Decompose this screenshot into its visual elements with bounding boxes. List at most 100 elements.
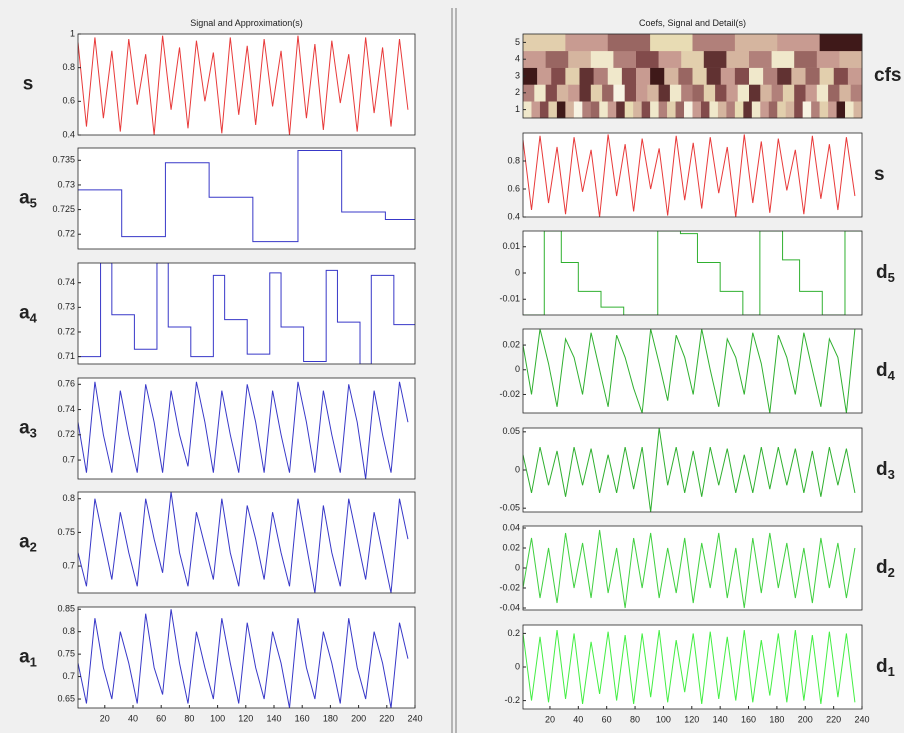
series-line [78, 149, 415, 243]
y-tick-label: 0.4 [507, 211, 520, 221]
label-subscript: 4 [30, 311, 38, 326]
series-line [523, 529, 856, 609]
coef-cell [565, 67, 580, 85]
coef-cell [599, 101, 609, 119]
coef-cell [545, 50, 569, 68]
coef-cell [565, 101, 575, 119]
coef-cell [760, 101, 770, 119]
y-tick-label: 0 [515, 267, 520, 277]
coef-cell [777, 34, 820, 52]
y-tick-label: 0 [515, 562, 520, 572]
coef-cell [636, 50, 659, 68]
coef-cell [749, 50, 772, 68]
y-tick-label: 0.2 [507, 628, 520, 638]
coef-cell [579, 84, 592, 102]
coef-cell [647, 84, 659, 102]
y-tick-label: 0.72 [57, 326, 75, 336]
label-base: a [19, 418, 30, 439]
plot-frame [77, 377, 416, 480]
series-line [78, 263, 415, 364]
coef-cell [802, 101, 812, 119]
coef-cell [548, 101, 558, 119]
label-base: a [19, 188, 30, 209]
coef-cell [692, 101, 702, 119]
label-base: d [876, 656, 888, 677]
x-tick-label: 20 [100, 713, 110, 723]
coef-cell [593, 67, 609, 85]
y-tick-label: -0.04 [499, 602, 520, 612]
y-tick-label: 0.725 [52, 204, 75, 214]
coef-cell [811, 101, 820, 119]
coef-cell [658, 84, 671, 102]
y-tick-label: 0 [515, 661, 520, 671]
x-tick-label: 240 [854, 714, 869, 724]
coef-cell [805, 67, 820, 85]
x-tick-label: 220 [826, 714, 841, 724]
axis-label: d1 [876, 656, 895, 679]
coef-cell [624, 84, 637, 102]
label-subscript: 2 [30, 540, 37, 555]
coef-cell [590, 50, 614, 68]
coef-cell [845, 101, 854, 119]
x-tick-label: 80 [630, 714, 640, 724]
plot-area [523, 329, 862, 413]
y-tick-label: 0 [515, 364, 520, 374]
coef-cell [523, 34, 566, 52]
coef-cell [819, 67, 835, 85]
plot-area [523, 231, 862, 315]
coef-cell [715, 84, 727, 102]
plot-area [78, 492, 415, 593]
series-line [78, 492, 409, 593]
coef-cell [669, 84, 682, 102]
label-base: s [23, 74, 34, 95]
plot-frame [77, 491, 416, 594]
label-base: a [19, 303, 30, 324]
coef-cell [726, 84, 738, 102]
coef-cell [777, 101, 787, 119]
y-tick-label: 0.6 [62, 96, 75, 106]
coef-cell [734, 101, 744, 119]
coef-cell [556, 101, 566, 119]
label-subscript: 4 [888, 368, 896, 383]
x-tick-label: 60 [602, 714, 612, 724]
axis-label: a1 [19, 647, 37, 670]
x-tick-label: 160 [741, 714, 756, 724]
coef-cell [805, 84, 818, 102]
coef-cell [568, 84, 580, 102]
y-tick-label: 0.75 [57, 527, 75, 537]
coef-cell [794, 50, 818, 68]
y-tick-label: 0.7 [62, 560, 75, 570]
y-tick-label: -0.02 [499, 389, 520, 399]
x-tick-label: 180 [769, 714, 784, 724]
coef-cell [768, 101, 778, 119]
chart-title: Coefs, Signal and Detail(s) [639, 18, 746, 28]
plot-area [78, 263, 415, 364]
coef-cell [607, 67, 623, 85]
coef-cell [819, 101, 829, 119]
coef-cell [551, 67, 566, 85]
coef-cell [726, 101, 736, 119]
coef-cell [675, 101, 685, 119]
coef-cell [681, 50, 705, 68]
coef-cell [633, 101, 642, 119]
y-tick-label: 0.6 [507, 183, 520, 193]
coef-cell [616, 101, 625, 119]
coef-cell [624, 101, 634, 119]
axis-label: a3 [19, 418, 37, 441]
y-tick-label: 0.8 [62, 626, 75, 636]
coef-cell [582, 101, 592, 119]
label-subscript: 1 [888, 664, 895, 679]
chart-title: Signal and Approximation(s) [190, 18, 303, 28]
coef-cell [737, 84, 750, 102]
coef-cell [794, 101, 803, 119]
label-base: a [19, 647, 30, 668]
coef-cell [613, 50, 637, 68]
y-tick-label: 0.7 [62, 671, 75, 681]
label-base: d [876, 557, 888, 578]
y-tick-label: 0.8 [62, 62, 75, 72]
x-tick-label: 240 [407, 713, 422, 723]
x-tick-label: 120 [238, 713, 253, 723]
y-tick-label: 0.74 [57, 277, 75, 287]
y-tick-label: 0.72 [57, 229, 75, 239]
